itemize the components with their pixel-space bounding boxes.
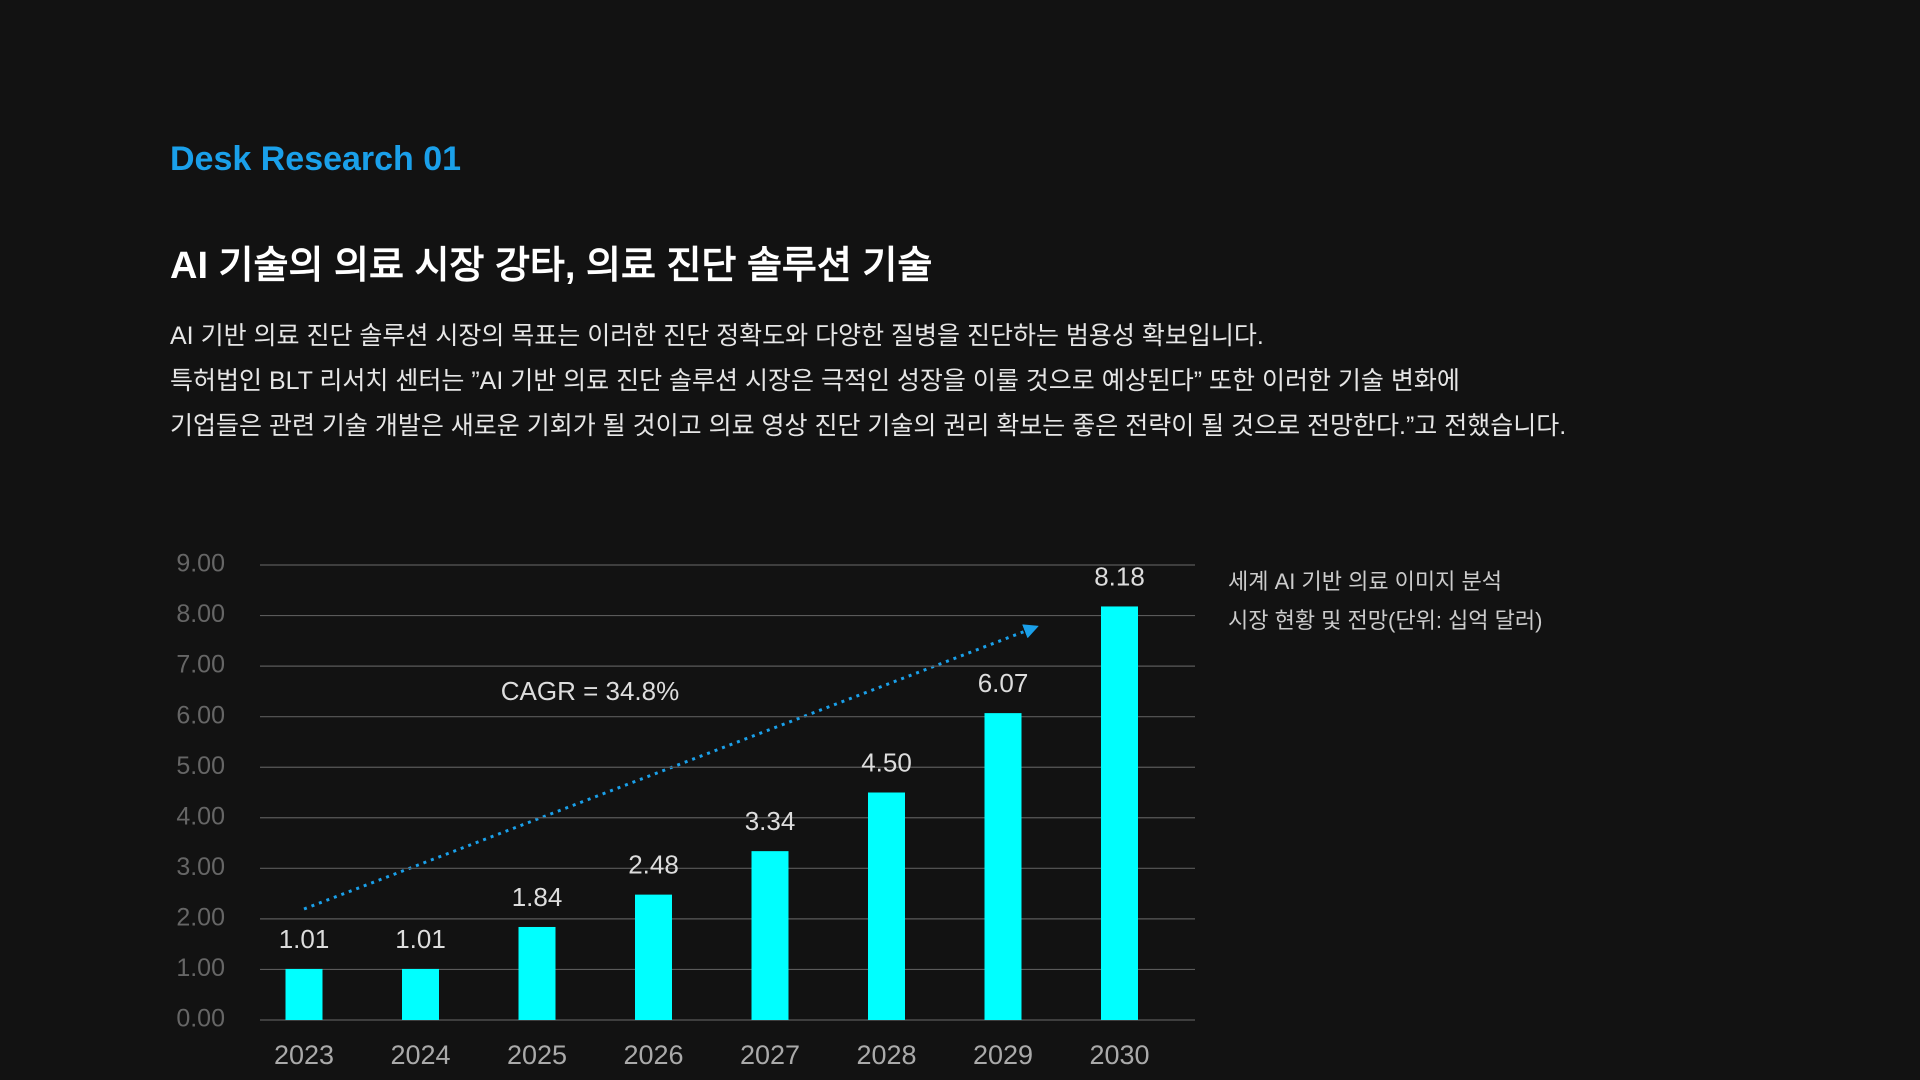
paragraph-line: 특허법인 BLT 리서치 센터는 ”AI 기반 의료 진단 솔루션 시장은 극적…: [170, 367, 1460, 395]
bar: [635, 894, 672, 1020]
bar: [402, 968, 439, 1020]
note: 세계 AI 기반 의료 이미지 분석: [1228, 569, 1502, 594]
bar: [1101, 606, 1138, 1020]
x-tick-label: 2030: [1089, 1040, 1149, 1070]
y-tick-label: 1.00: [176, 954, 225, 982]
y-tick-label: 6.00: [176, 701, 225, 729]
paragraph: AI 기반 의료 진단 솔루션 시장의 목표는 이러한 진단 정확도와 다양한 …: [170, 314, 1566, 449]
y-tick-label: 2.00: [176, 903, 225, 931]
bar: [868, 792, 905, 1020]
x-tick-label: 2026: [623, 1040, 683, 1070]
value-label: 3.34: [745, 806, 796, 836]
y-tick-label: 5.00: [176, 752, 225, 780]
y-tick-label: 0.00: [176, 1005, 225, 1033]
value-label: 1.01: [395, 924, 446, 954]
value-label: 6.07: [978, 668, 1029, 698]
value-label: 4.50: [861, 747, 912, 777]
bar: [984, 713, 1022, 1020]
y-tick-label: 4.00: [176, 802, 225, 830]
y-tick-label: 3.00: [176, 853, 225, 881]
x-tick-label: 2028: [856, 1040, 916, 1070]
y-tick-label: 9.00: [176, 550, 225, 578]
x-tick-label: 2025: [507, 1040, 567, 1070]
y-tick-label: 7.00: [176, 651, 225, 679]
trend-arrow: [303, 624, 1039, 911]
annotation: CAGR = 34.8%: [501, 676, 679, 706]
value-label: 2.48: [628, 849, 679, 879]
paragraph-line: AI 기반 의료 진단 솔루션 시장의 목표는 이러한 진단 정확도와 다양한 …: [170, 322, 1264, 350]
eyebrow: Desk Research 01: [170, 140, 462, 178]
x-tick-label: 2029: [973, 1040, 1033, 1070]
bar: [751, 851, 789, 1020]
bar: [285, 968, 323, 1020]
title: AI 기술의 의료 시장 강타, 의료 진단 솔루션 기술: [170, 245, 933, 287]
note: 시장 현황 및 전망(단위: 십억 달러): [1228, 608, 1542, 633]
y-tick-label: 8.00: [176, 600, 225, 628]
value-label: 8.18: [1094, 561, 1145, 591]
value-label: 1.01: [279, 924, 330, 954]
bar: [518, 926, 556, 1020]
paragraph-line: 기업들은 관련 기술 개발은 새로운 기회가 될 것이고 의료 영상 진단 기술…: [170, 412, 1567, 440]
x-tick-label: 2023: [274, 1040, 334, 1070]
x-tick-label: 2024: [390, 1040, 450, 1070]
x-tick-label: 2027: [740, 1040, 800, 1070]
value-label: 1.84: [512, 882, 563, 912]
